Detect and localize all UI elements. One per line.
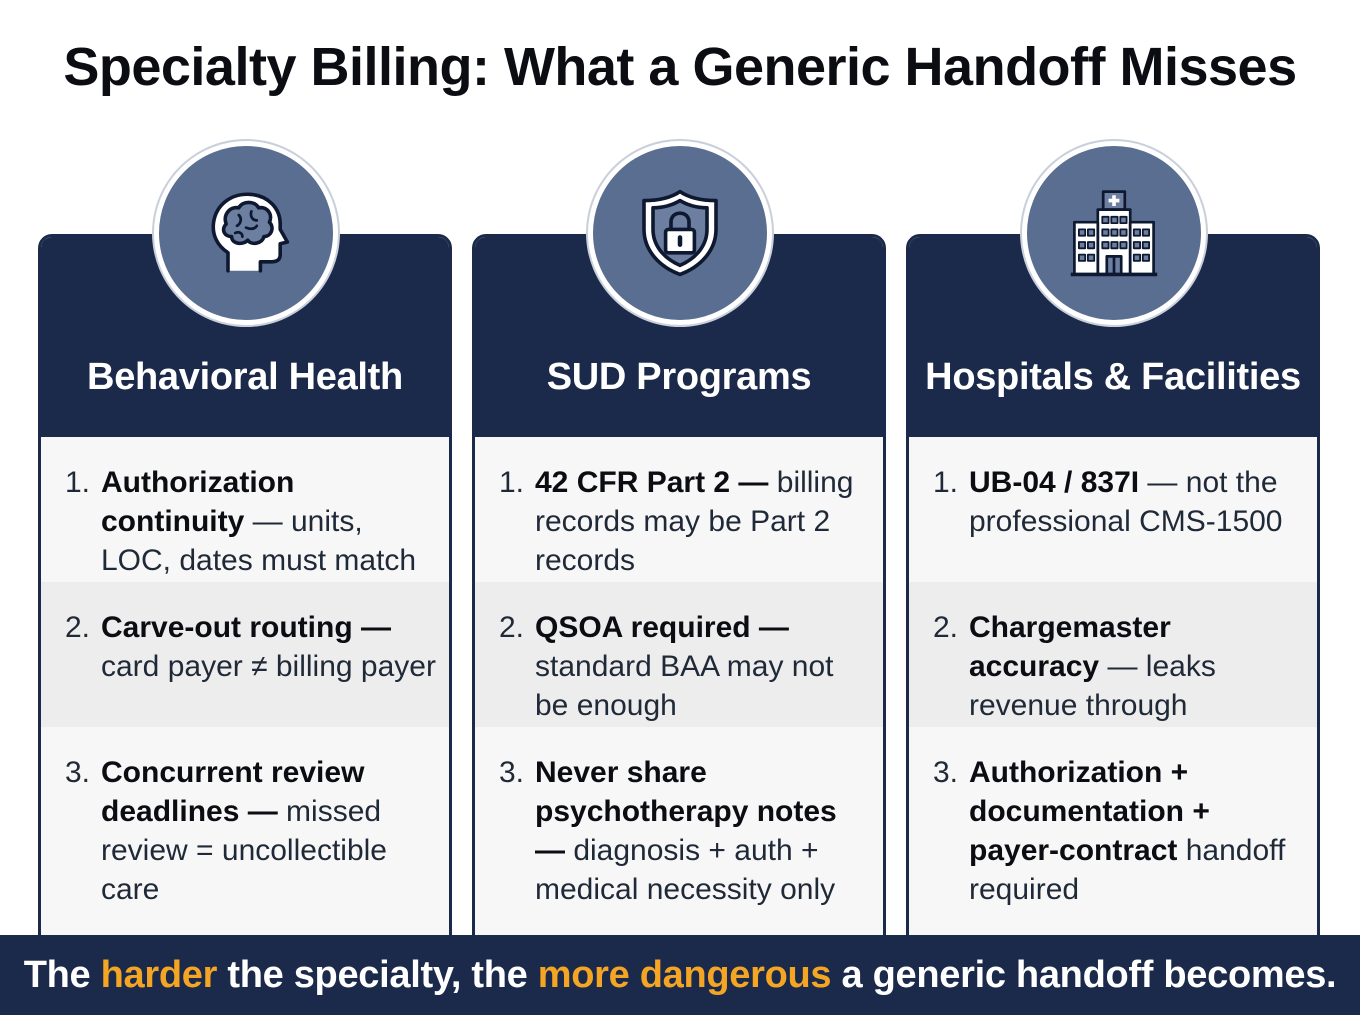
item-text: 42 CFR Part 2 — billing records may be P…: [535, 463, 873, 582]
item-rest-text: card payer ≠ billing payer: [101, 650, 436, 683]
footer-text: the specialty, the: [217, 954, 538, 996]
column-card-behavioral-health: Behavioral Health 1. Authorization conti…: [38, 234, 452, 994]
item-rest-text: diagnosis + auth + medical necessity onl…: [535, 834, 836, 906]
list-item: 2. Chargemaster accuracy — leaks revenue…: [909, 582, 1317, 761]
item-text: Concurrent review deadlines — missed rev…: [101, 753, 439, 947]
item-text: Authorization + documentation + payer-co…: [969, 753, 1307, 947]
hospital-building-icon: [1022, 141, 1206, 325]
item-number: 2.: [933, 611, 959, 644]
item-number: 1.: [65, 466, 91, 499]
item-text: UB-04 / 837I — not the professional CMS-…: [969, 463, 1307, 582]
item-bold-text: Carve-out routing —: [101, 611, 391, 644]
item-bold-text: Never share psychotherapy notes —: [535, 756, 837, 867]
item-rest-text: missed review = uncollectible care: [101, 795, 387, 906]
item-bold-text: Chargemaster accuracy: [969, 611, 1171, 683]
item-bold-text: QSOA required —: [535, 611, 789, 644]
item-number: 2.: [499, 611, 525, 644]
column-title: Behavioral Health: [87, 356, 403, 398]
shield-lock-icon: [588, 141, 772, 325]
column-title: Hospitals & Facilities: [925, 356, 1301, 398]
column-card-hospitals-facilities: Hospitals & Facilities 1. UB-04 / 837I —…: [906, 234, 1320, 994]
item-text: QSOA required — standard BAA may not be …: [535, 608, 873, 727]
item-text: Authorization continuity — units, LOC, d…: [101, 463, 439, 616]
column-title: SUD Programs: [546, 356, 812, 398]
list-item: 3. Never share psychotherapy notes — dia…: [475, 727, 883, 947]
item-bold-text: Concurrent review deadlines —: [101, 756, 365, 828]
item-bold-text: Authorization continuity: [101, 466, 295, 538]
footer-highlight: more dangerous: [537, 954, 832, 996]
footer-banner: The harder the specialty, the more dange…: [0, 935, 1360, 1015]
item-text: Carve-out routing — card payer ≠ billing…: [101, 608, 439, 727]
list-item: 1. UB-04 / 837I — not the professional C…: [909, 437, 1317, 582]
brain-head-icon: [154, 141, 338, 325]
item-number: 3.: [65, 756, 91, 789]
item-number: 2.: [65, 611, 91, 644]
list-item: 1. 42 CFR Part 2 — billing records may b…: [475, 437, 883, 582]
footer-highlight: harder: [100, 954, 218, 996]
list-item: 1. Authorization continuity — units, LOC…: [41, 437, 449, 616]
item-bold-text: UB-04 / 837I: [969, 466, 1140, 499]
item-number: 1.: [933, 466, 959, 499]
item-number: 1.: [499, 466, 525, 499]
item-rest-text: standard BAA may not be enough: [535, 650, 834, 722]
item-rest-text: billing records may be Part 2 records: [535, 466, 854, 577]
list-item: 2. QSOA required — standard BAA may not …: [475, 582, 883, 727]
list-item: 3. Concurrent review deadlines — missed …: [41, 727, 449, 947]
page-title: Specialty Billing: What a Generic Handof…: [63, 37, 1297, 97]
item-text: Chargemaster accuracy — leaks revenue th…: [969, 608, 1307, 761]
item-bold-text: Authorization + documentation + payer-co…: [969, 756, 1210, 867]
item-rest-text: handoff required: [969, 834, 1286, 906]
item-text: Never share psychotherapy notes — diagno…: [535, 753, 873, 947]
list-item: 2. Carve-out routing — card payer ≠ bill…: [41, 582, 449, 727]
footer-text: a generic handoff becomes.: [831, 954, 1337, 996]
footer-text: The: [23, 954, 101, 996]
item-number: 3.: [933, 756, 959, 789]
list-item: 3. Authorization + documentation + payer…: [909, 727, 1317, 947]
column-card-sud-programs: SUD Programs 1. 42 CFR Part 2 — billing …: [472, 234, 886, 994]
item-number: 3.: [499, 756, 525, 789]
item-bold-text: 42 CFR Part 2 —: [535, 466, 769, 499]
item-rest-text: — not the professional CMS-1500: [969, 466, 1283, 538]
